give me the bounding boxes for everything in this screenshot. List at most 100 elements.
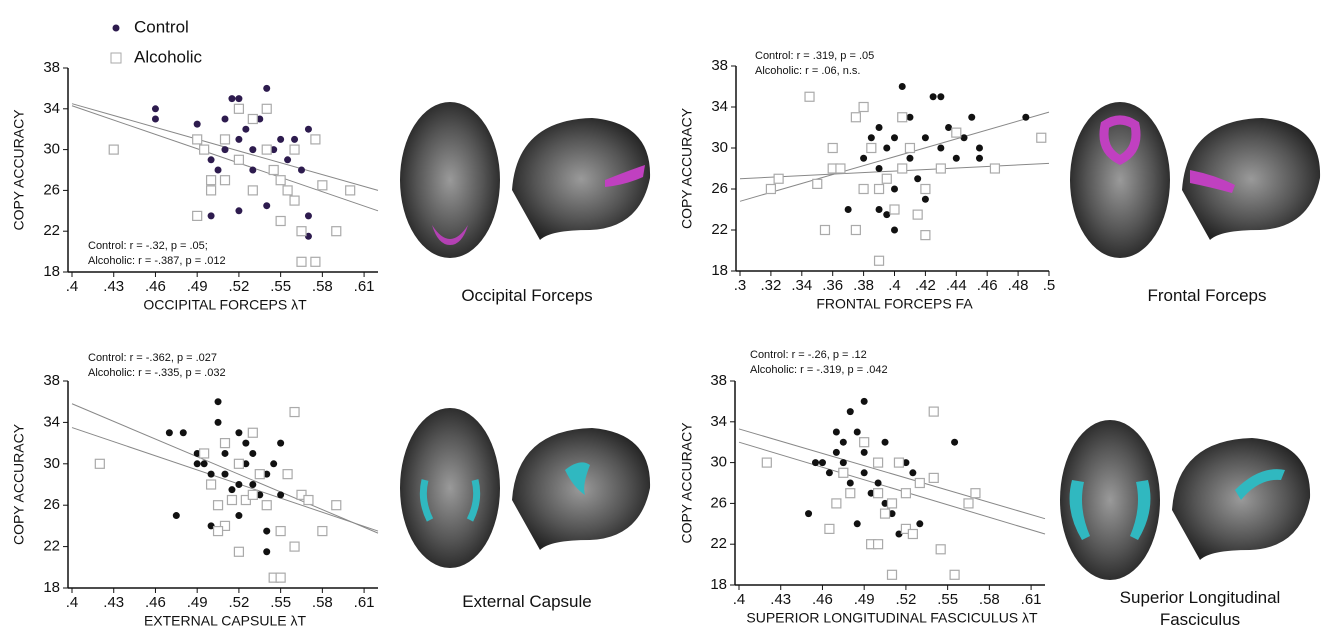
point xyxy=(908,530,917,539)
y-tick-label: 18 xyxy=(711,262,728,279)
point xyxy=(166,429,173,436)
point xyxy=(249,450,256,457)
point xyxy=(234,155,243,164)
point xyxy=(277,491,284,498)
x-tick-label: .34 xyxy=(791,277,812,294)
y-tick-label: 26 xyxy=(43,181,60,198)
x-axis-label: OCCIPITAL FORCEPS λT xyxy=(143,297,307,313)
point xyxy=(277,136,284,143)
point xyxy=(874,540,883,549)
x-tick-label: .49 xyxy=(854,591,875,608)
point xyxy=(875,185,884,194)
point xyxy=(922,134,929,141)
point xyxy=(874,489,883,498)
point xyxy=(860,438,869,447)
point xyxy=(952,128,961,137)
point xyxy=(215,398,222,405)
point xyxy=(847,480,854,487)
point xyxy=(805,92,814,101)
point xyxy=(290,542,299,551)
region-label: Occipital Forceps xyxy=(412,285,642,307)
point xyxy=(899,83,906,90)
point xyxy=(214,527,223,536)
point xyxy=(235,136,242,143)
point xyxy=(207,176,216,185)
y-axis-label: COPY ACCURACY xyxy=(11,109,27,231)
point xyxy=(861,469,868,476)
point xyxy=(833,429,840,436)
point xyxy=(235,512,242,519)
point xyxy=(305,126,312,133)
point xyxy=(766,185,775,194)
point xyxy=(234,547,243,556)
point xyxy=(152,116,159,123)
point xyxy=(859,185,868,194)
point xyxy=(909,469,916,476)
point xyxy=(297,257,306,266)
point xyxy=(222,471,229,478)
point xyxy=(332,227,341,236)
annotation: Control: r = -.362, p = .027 xyxy=(88,352,217,364)
point xyxy=(208,471,215,478)
fit-line xyxy=(72,404,378,533)
x-tick-label: .46 xyxy=(145,594,166,611)
point xyxy=(875,256,884,265)
point xyxy=(248,428,257,437)
point xyxy=(915,479,924,488)
point xyxy=(262,145,271,154)
point xyxy=(277,440,284,447)
point xyxy=(840,459,847,466)
point xyxy=(248,490,257,499)
point xyxy=(200,449,209,458)
point xyxy=(945,124,952,131)
point xyxy=(875,480,882,487)
point xyxy=(193,211,202,220)
point xyxy=(235,481,242,488)
x-tick-label: .49 xyxy=(187,594,208,611)
y-axis-label: COPY ACCURACY xyxy=(679,422,695,544)
y-tick-label: 22 xyxy=(711,221,728,238)
y-tick-label: 22 xyxy=(43,538,60,555)
point xyxy=(194,121,201,128)
x-tick-label: .46 xyxy=(977,277,998,294)
point xyxy=(276,527,285,536)
y-tick-label: 30 xyxy=(711,139,728,156)
point xyxy=(194,460,201,467)
x-tick-label: .42 xyxy=(915,277,936,294)
x-tick-label: .3 xyxy=(734,277,747,294)
y-tick-label: 18 xyxy=(43,263,60,280)
fit-line xyxy=(739,442,1045,534)
point xyxy=(888,499,897,508)
point xyxy=(207,186,216,195)
point xyxy=(305,212,312,219)
point xyxy=(304,496,313,505)
point xyxy=(1022,114,1029,121)
point xyxy=(263,548,270,555)
point xyxy=(318,181,327,190)
point xyxy=(951,439,958,446)
x-tick-label: .46 xyxy=(145,278,166,295)
point xyxy=(937,145,944,152)
legend-label: Alcoholic xyxy=(134,47,203,66)
y-tick-label: 22 xyxy=(43,222,60,239)
y-tick-label: 30 xyxy=(43,141,60,158)
point xyxy=(840,439,847,446)
legend-marker xyxy=(113,25,120,32)
point xyxy=(215,419,222,426)
point xyxy=(891,186,898,193)
point xyxy=(228,486,235,493)
y-tick-label: 30 xyxy=(710,454,727,471)
point xyxy=(883,145,890,152)
y-tick-label: 34 xyxy=(710,413,727,430)
y-tick-label: 30 xyxy=(43,455,60,472)
x-axis-label: EXTERNAL CAPSULE λT xyxy=(144,613,307,629)
point xyxy=(845,206,852,213)
point xyxy=(346,186,355,195)
point xyxy=(820,226,829,235)
x-tick-label: .43 xyxy=(770,591,791,608)
annotation: Control: r = -.32, p = .05; xyxy=(88,240,208,252)
point xyxy=(228,95,235,102)
point xyxy=(214,501,223,510)
point xyxy=(828,144,837,153)
point xyxy=(891,227,898,234)
